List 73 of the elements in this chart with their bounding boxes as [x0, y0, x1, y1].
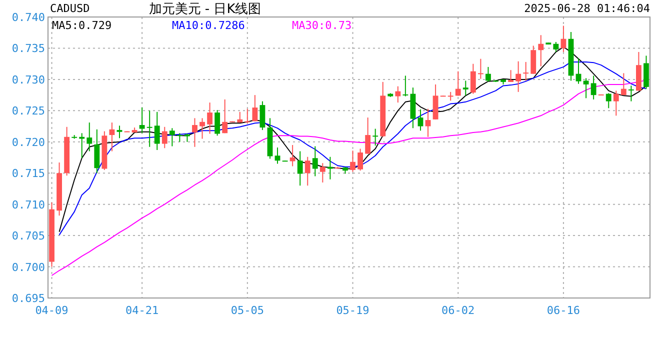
candlestick [606, 92, 612, 109]
candlestick [523, 61, 529, 82]
candlestick [590, 75, 596, 100]
candlestick [312, 146, 318, 177]
candlestick [418, 108, 424, 132]
candlestick [455, 70, 461, 96]
candlestick [244, 108, 250, 124]
candlestick [508, 70, 514, 82]
candlestick [644, 55, 649, 90]
candlestick [358, 148, 363, 172]
candlestick [530, 45, 536, 74]
candlestick [583, 78, 589, 99]
chart-title: 加元美元 - 日K线图 [148, 1, 262, 17]
y-tick-label: 0.705 [12, 230, 45, 243]
candlestick [613, 90, 619, 116]
y-tick-label: 0.720 [12, 136, 45, 149]
candlestick [470, 63, 476, 94]
candlestick [402, 75, 408, 97]
x-tick-label: 04-21 [126, 304, 159, 317]
x-tick-label: 05-05 [230, 304, 264, 317]
candlestick [538, 34, 544, 67]
y-tick-label: 0.725 [12, 104, 45, 118]
candlestick [304, 156, 310, 186]
y-tick-label: 0.710 [12, 198, 45, 212]
candlestick [297, 150, 303, 186]
candlestick [274, 147, 280, 164]
x-tick-label: 06-02 [442, 304, 475, 317]
candlestick [395, 86, 401, 104]
y-tick-label: 0.700 [12, 260, 45, 274]
candlestick [176, 132, 182, 142]
candlestick [146, 110, 152, 148]
candlestick [154, 111, 160, 151]
candlestick [628, 85, 634, 102]
candlestick [252, 94, 258, 122]
candlestick [192, 118, 198, 148]
candlestick [553, 41, 559, 52]
candlestick [86, 122, 92, 152]
y-tick-label: 0.695 [12, 292, 45, 305]
candlestick [462, 80, 468, 96]
text: 2025-06-28 01:46:04 [524, 2, 650, 15]
y-tick-label: 0.735 [12, 42, 45, 56]
candlestick [116, 125, 122, 139]
candlestick [222, 98, 228, 134]
x-tick-label: 04-09 [35, 304, 68, 317]
legend: MA5:0.729 MA10:0.7286 MA30:0.73 [52, 19, 352, 32]
candlestick [486, 66, 491, 82]
candlestick [169, 128, 175, 147]
candlestick [200, 118, 205, 140]
candlestick [79, 132, 85, 159]
candlestick [372, 128, 378, 146]
candlestick [139, 107, 145, 134]
candlestick [260, 100, 266, 131]
candlestick [350, 150, 356, 172]
candlestick [290, 144, 296, 167]
y-tick-label: 0.740 [12, 11, 45, 24]
text: CADUSD [50, 2, 90, 15]
x-tick-label: 05-19 [336, 304, 370, 317]
candlestick [516, 60, 522, 92]
candlestick [162, 126, 168, 149]
candlestick [320, 162, 326, 183]
candlestick [478, 58, 484, 80]
candlestick [109, 122, 115, 152]
x-tick-label: 06-16 [546, 304, 580, 317]
candlestick [432, 84, 438, 120]
candlestick [576, 58, 582, 84]
candlestick [425, 108, 431, 138]
candlestick [620, 72, 626, 96]
candlestick [94, 128, 100, 174]
y-tick-label: 0.715 [12, 167, 45, 180]
candlestick [207, 102, 212, 134]
candlestick [365, 117, 371, 154]
candlestick [214, 110, 220, 136]
y-tick-label: 0.730 [12, 73, 45, 86]
